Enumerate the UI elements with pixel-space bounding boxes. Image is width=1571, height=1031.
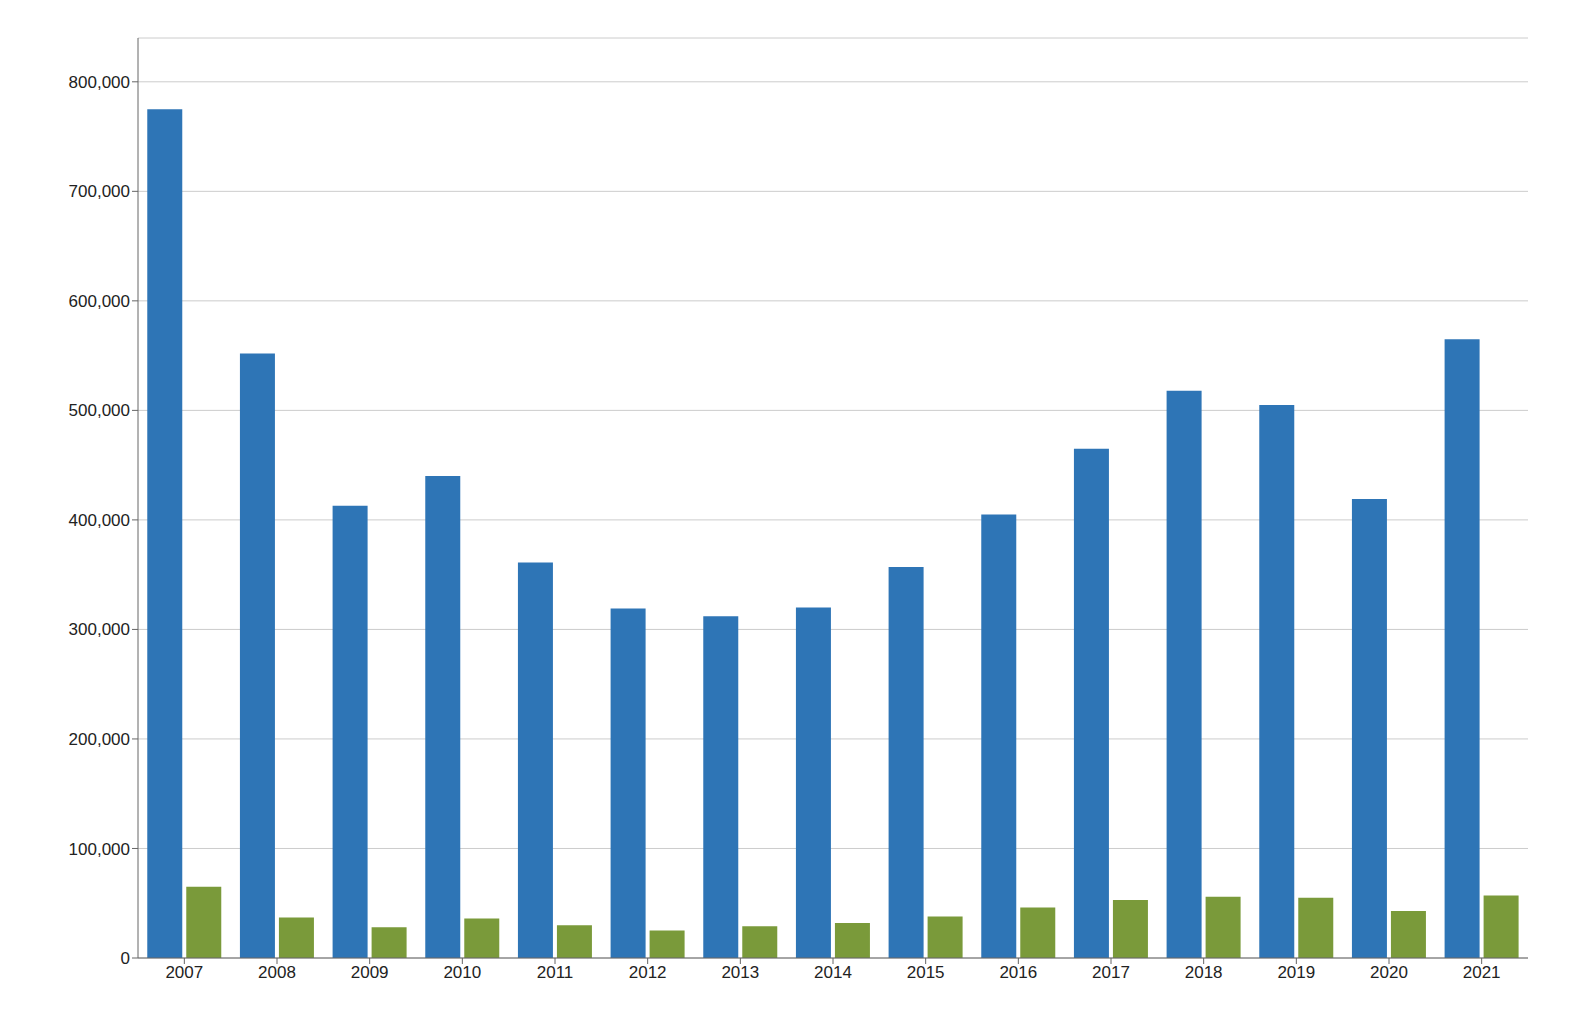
svg-text:400,000: 400,000 [69, 511, 130, 530]
svg-text:2010: 2010 [443, 963, 481, 982]
svg-text:2015: 2015 [907, 963, 945, 982]
svg-text:2021: 2021 [1463, 963, 1501, 982]
svg-text:2007: 2007 [165, 963, 203, 982]
svg-text:2011: 2011 [537, 963, 574, 982]
svg-text:2014: 2014 [814, 963, 852, 982]
svg-text:600,000: 600,000 [69, 292, 130, 311]
svg-text:2019: 2019 [1277, 963, 1315, 982]
svg-text:2013: 2013 [721, 963, 759, 982]
svg-text:2009: 2009 [351, 963, 389, 982]
svg-text:2016: 2016 [999, 963, 1037, 982]
svg-text:2018: 2018 [1185, 963, 1223, 982]
svg-text:200,000: 200,000 [69, 730, 130, 749]
svg-text:700,000: 700,000 [69, 182, 130, 201]
svg-text:100,000: 100,000 [69, 840, 130, 859]
svg-text:0: 0 [121, 949, 130, 968]
svg-text:2012: 2012 [629, 963, 667, 982]
svg-text:2017: 2017 [1092, 963, 1130, 982]
svg-text:2020: 2020 [1370, 963, 1408, 982]
svg-text:800,000: 800,000 [69, 73, 130, 92]
svg-text:300,000: 300,000 [69, 620, 130, 639]
svg-text:2008: 2008 [258, 963, 296, 982]
svg-text:500,000: 500,000 [69, 401, 130, 420]
